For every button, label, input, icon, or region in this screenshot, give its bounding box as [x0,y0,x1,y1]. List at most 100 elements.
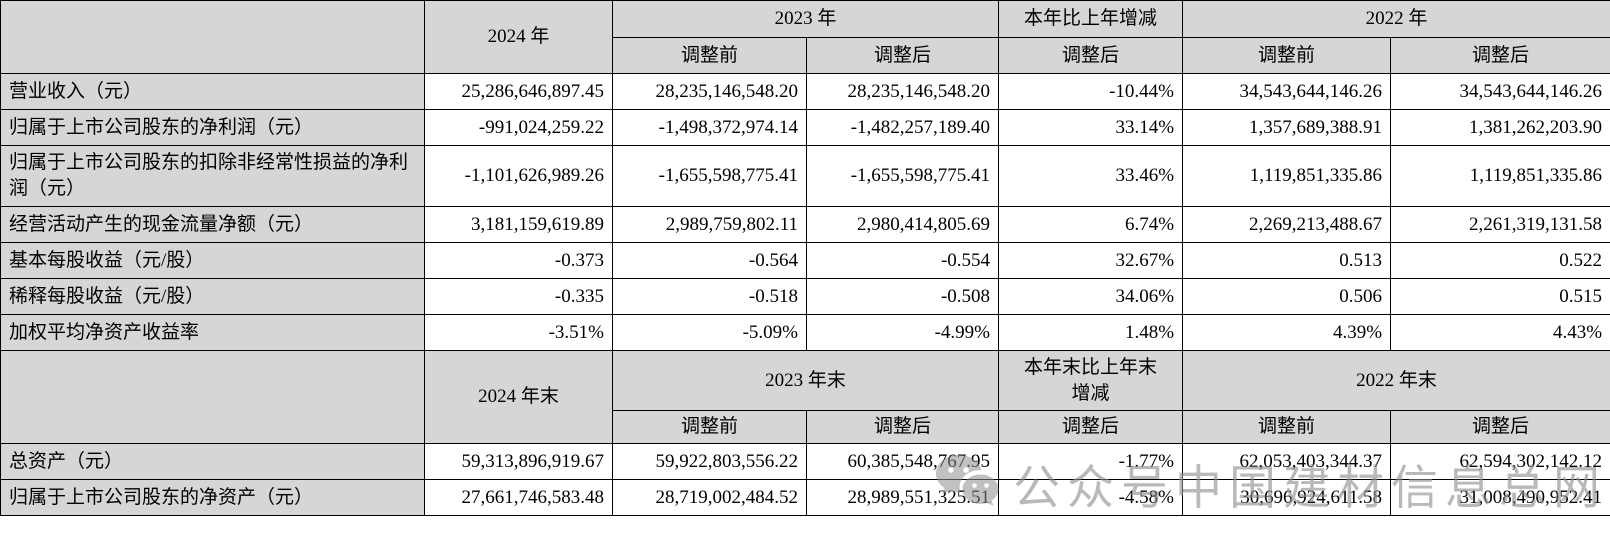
row-label: 经营活动产生的现金流量净额（元） [0,206,425,243]
value-2024: 59,313,896,919.67 [424,443,613,480]
col-header-2023-end-pre: 调整前 [612,410,807,444]
value-yoy: -10.44% [998,73,1184,110]
value-2024: 25,286,646,897.45 [424,73,613,110]
value-2023-post: -1,482,257,189.40 [805,109,1000,146]
col-header-2024-end: 2024 年末 [424,350,613,444]
value-2023-post: -4.99% [805,314,1000,351]
value-yoy: 6.74% [998,206,1184,243]
col-header-2023-end: 2023 年末 [611,350,1000,411]
value-2022-post: 0.522 [1390,242,1610,279]
value-yoy: 1.48% [998,314,1184,351]
value-2022-post: 4.43% [1390,314,1610,351]
row-label: 稀释每股收益（元/股） [0,278,425,315]
value-2022-post: 34,543,644,146.26 [1390,73,1610,110]
value-2023-post: -0.508 [805,278,1000,315]
table-row: 总资产（元） 59,313,896,919.67 59,922,803,556.… [0,443,1610,480]
yoy-end-line1: 本年末比上年末 [1024,356,1158,378]
value-2024: 27,661,746,583.48 [424,479,613,516]
value-2023-post: 28,989,551,325.51 [805,479,1000,516]
corner-blank-cell [0,350,425,444]
col-header-2023-pre: 调整前 [612,37,807,74]
row-label: 总资产（元） [0,443,425,480]
value-2023-post: 60,385,548,767.95 [805,443,1000,480]
col-header-2022-end: 2022 年末 [1182,350,1610,411]
value-2022-pre: 34,543,644,146.26 [1182,73,1392,110]
corner-blank-cell [0,0,425,74]
col-header-2023-end-post: 调整后 [805,410,1000,444]
value-2024: -1,101,626,989.26 [424,145,613,207]
col-header-yoy: 本年比上年增减 [998,0,1184,38]
value-2024: -0.335 [424,278,613,315]
value-2023-pre: -1,498,372,974.14 [612,109,807,146]
col-header-yoy-sub: 调整后 [998,37,1184,74]
table-row: 经营活动产生的现金流量净额（元） 3,181,159,619.89 2,989,… [0,206,1610,243]
value-yoy: 33.14% [998,109,1184,146]
financial-table: 2024 年 2023 年 本年比上年增减 2022 年 调整前 调整后 调整后… [0,0,1610,516]
value-yoy: -4.58% [998,479,1184,516]
value-2024: 3,181,159,619.89 [424,206,613,243]
col-header-yoy-end-sub: 调整后 [998,410,1184,444]
col-header-2022-post: 调整后 [1390,37,1610,74]
table-row: 归属于上市公司股东的净利润（元） -991,024,259.22 -1,498,… [0,109,1610,146]
table-row: 基本每股收益（元/股） -0.373 -0.564 -0.554 32.67% … [0,242,1610,279]
col-header-2024: 2024 年 [424,0,613,74]
value-2023-pre: -1,655,598,775.41 [612,145,807,207]
col-header-2022-pre: 调整前 [1182,37,1392,74]
value-2024: -3.51% [424,314,613,351]
value-2022-pre: 30,696,924,611.58 [1182,479,1392,516]
table-row: 归属于上市公司股东的扣除非经常性损益的净利润（元） -1,101,626,989… [0,145,1610,207]
value-2023-post: 2,980,414,805.69 [805,206,1000,243]
col-header-2022: 2022 年 [1182,0,1610,38]
section1-header-row-sub: 调整前 调整后 调整后 调整前 调整后 [1,37,1610,74]
row-label: 归属于上市公司股东的净资产（元） [0,479,425,516]
value-2024: -991,024,259.22 [424,109,613,146]
section2-header-row-sub: 调整前 调整后 调整后 调整前 调整后 [1,410,1610,444]
section1-header-row-years: 2024 年 2023 年 本年比上年增减 2022 年 [0,0,1610,74]
value-2022-pre: 0.506 [1182,278,1392,315]
yoy-end-line2: 增减 [1071,382,1110,404]
table-row: 加权平均净资产收益率 -3.51% -5.09% -4.99% 1.48% 4.… [0,314,1610,351]
value-yoy: -1.77% [998,443,1184,480]
value-2023-post: 28,235,146,548.20 [805,73,1000,110]
table-row: 稀释每股收益（元/股） -0.335 -0.518 -0.508 34.06% … [0,278,1610,315]
value-2022-pre: 4.39% [1182,314,1392,351]
row-label: 基本每股收益（元/股） [0,242,425,279]
value-2022-pre: 1,357,689,388.91 [1182,109,1392,146]
col-header-2023: 2023 年 [611,0,1000,38]
value-2024: -0.373 [424,242,613,279]
value-2023-pre: 59,922,803,556.22 [612,443,807,480]
section2-header-row-years: 2024 年末 2023 年末 本年末比上年末 增减 2022 年末 [0,350,1610,444]
value-2022-post: 1,119,851,335.86 [1390,145,1610,207]
value-2022-post: 31,008,490,952.41 [1390,479,1610,516]
col-header-2023-post: 调整后 [805,37,1000,74]
row-label: 营业收入（元） [0,73,425,110]
row-label: 归属于上市公司股东的净利润（元） [0,109,425,146]
value-2022-pre: 2,269,213,488.67 [1182,206,1392,243]
value-2023-pre: -5.09% [612,314,807,351]
value-2022-pre: 1,119,851,335.86 [1182,145,1392,207]
value-2022-post: 2,261,319,131.58 [1390,206,1610,243]
value-yoy: 34.06% [998,278,1184,315]
col-header-yoy-end: 本年末比上年末 增减 [998,350,1184,411]
col-header-2022-end-post: 调整后 [1390,410,1610,444]
value-2023-pre: -0.518 [612,278,807,315]
row-label: 加权平均净资产收益率 [0,314,425,351]
value-2022-post: 1,381,262,203.90 [1390,109,1610,146]
value-2022-post: 62,594,302,142.12 [1390,443,1610,480]
value-2023-pre: 2,989,759,802.11 [612,206,807,243]
value-2023-pre: 28,235,146,548.20 [612,73,807,110]
value-2023-post: -1,655,598,775.41 [805,145,1000,207]
value-2023-pre: -0.564 [612,242,807,279]
value-2022-post: 0.515 [1390,278,1610,315]
value-2022-pre: 62,053,403,344.37 [1182,443,1392,480]
col-header-2022-end-pre: 调整前 [1182,410,1392,444]
value-2023-post: -0.554 [805,242,1000,279]
value-yoy: 32.67% [998,242,1184,279]
table-row: 营业收入（元） 25,286,646,897.45 28,235,146,548… [0,73,1610,110]
value-2023-pre: 28,719,002,484.52 [612,479,807,516]
value-yoy: 33.46% [998,145,1184,207]
table-row: 归属于上市公司股东的净资产（元） 27,661,746,583.48 28,71… [0,479,1610,516]
row-label: 归属于上市公司股东的扣除非经常性损益的净利润（元） [0,145,425,207]
value-2022-pre: 0.513 [1182,242,1392,279]
